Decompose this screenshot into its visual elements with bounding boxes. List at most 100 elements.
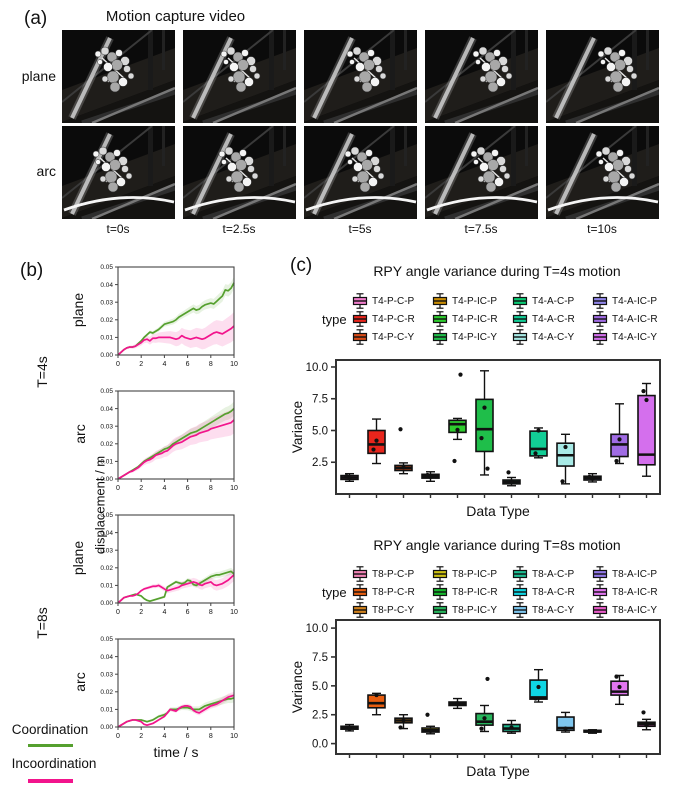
video-frame-arc-2 [304,126,417,219]
svg-text:0.00: 0.00 [100,476,113,483]
video-frame-plane-0 [62,30,175,123]
time-label-1: t=2.5s [222,222,256,236]
legend-entry-label: T8-A-IC-P [612,568,657,580]
group-label-t4s: T=4s [34,356,50,388]
boxplot-glyph-icon [432,602,448,618]
motion-capture-frame-grid [0,0,674,240]
boxplot-glyph-icon [352,311,368,327]
robot-silhouette [595,146,636,193]
box-chart-t4s: 2.5 5.0 7.5 10.0 Variance Data Type [288,352,672,524]
svg-text:8: 8 [209,485,213,492]
box-T8-P-C-Y [394,714,413,730]
legend-entry-T8-A-IC-R: T8-A-IC-R [592,583,672,601]
legend-entry-label: T8-A-C-Y [532,604,575,616]
boxplot-glyph-icon [592,566,608,582]
svg-text:2.5: 2.5 [312,710,328,722]
svg-text:0.05: 0.05 [100,636,113,643]
robot-silhouette [218,146,259,193]
svg-text:0.04: 0.04 [100,406,113,413]
svg-text:0.03: 0.03 [100,299,113,306]
legend-entry-T4-P-C-R: T4-P-C-R [352,310,432,328]
legend-entry-T8-P-IC-P: T8-P-IC-P [432,565,512,583]
boxplot-glyph-icon [352,566,368,582]
box-T8-P-C-R [367,692,386,716]
time-label-2: t=5s [348,222,372,236]
svg-text:4: 4 [162,485,166,492]
robot-silhouette [94,46,135,93]
box-T8-A-IC-P [583,729,602,734]
svg-text:0.00: 0.00 [100,724,113,731]
svg-text:7.5: 7.5 [312,652,328,664]
legend-entry-T4-A-C-Y: T4-A-C-Y [512,328,592,346]
legend-entry-label: T4-P-C-Y [372,331,415,343]
boxplot-glyph-icon [352,584,368,600]
box-T8-P-IC-R [448,697,467,710]
boxplot-glyph-icon [512,311,528,327]
robot-silhouette [346,46,387,93]
subplot-label-plane-2: plane [70,540,86,576]
c-title-t8s: RPY angle variance during T=8s motion [373,537,621,553]
subplot-label-arc-1: arc [72,424,88,444]
svg-text:0.05: 0.05 [100,264,113,271]
boxplot-glyph-icon [432,566,448,582]
legend-entry-label: T8-P-IC-Y [452,604,497,616]
video-frame-arc-4 [546,126,659,219]
box-T8-A-C-R [529,668,548,703]
time-label-3: t=7.5s [464,222,498,236]
legend-entry-T8-P-C-P: T8-P-C-P [352,565,432,583]
legend-entry-label: T8-P-C-Y [372,604,415,616]
svg-text:2: 2 [139,361,143,368]
box-T4-A-IC-R [610,403,629,465]
box-T4-P-IC-P [421,471,440,482]
svg-text:2.5: 2.5 [312,457,328,469]
legend-entry-label: T4-P-IC-Y [452,331,497,343]
boxplot-glyph-icon [592,311,608,327]
line-chart-t4s-plane: 0.00 0.01 0.02 0.03 0.04 0.05 0 2 4 6 8 10 [88,263,238,377]
svg-text:0.01: 0.01 [100,459,113,466]
legend-incoordination-label: Incoordination [11,756,97,771]
legend-incoordination-swatch [28,779,73,783]
svg-text:2: 2 [139,485,143,492]
svg-text:8: 8 [209,733,213,740]
legend-entry-T4-P-C-Y: T4-P-C-Y [352,328,432,346]
boxplot-glyph-icon [512,293,528,309]
legend-entry-label: T4-P-IC-P [452,295,497,307]
b-x-axis-label: time / s [153,744,199,760]
svg-text:5.0: 5.0 [312,425,328,437]
boxplot-glyph-icon [592,602,608,618]
video-frame-plane-1 [183,30,296,123]
b-t8-arc: 0.00 0.01 0.02 0.03 0.04 0.05 0 2 4 6 8 10 [100,636,238,740]
legend-coordination-swatch [28,744,73,747]
box-T4-A-C-Y [556,433,575,485]
boxplot-glyph-icon [592,329,608,345]
svg-text:10: 10 [230,609,238,616]
svg-text:10: 10 [230,361,238,368]
boxplot-glyph-icon [432,311,448,327]
legend-entry-label: T8-A-IC-R [612,586,658,598]
svg-text:0.0: 0.0 [312,739,328,751]
legend-entry-T4-A-IC-Y: T4-A-IC-Y [592,328,672,346]
time-label-0: t=0s [106,222,130,236]
robot-silhouette [597,46,638,93]
legend-entry-T8-P-IC-Y: T8-P-IC-Y [432,601,512,619]
svg-text:0.02: 0.02 [100,565,113,572]
panel-c-label: (c) [290,255,313,276]
line-chart-t8s-plane: 0.00 0.01 0.02 0.03 0.04 0.05 0 2 4 6 8 10 [88,511,238,625]
boxplot-glyph-icon [352,602,368,618]
legend-entry-T8-P-C-Y: T8-P-C-Y [352,601,432,619]
legend-entry-label: T8-A-IC-Y [612,604,657,616]
boxplot-glyph-icon [352,293,368,309]
legend-entry-label: T8-A-C-R [532,586,575,598]
svg-text:0: 0 [116,609,120,616]
legend-entry-T4-A-IC-R: T4-A-IC-R [592,310,672,328]
svg-text:0.04: 0.04 [100,530,113,537]
box-T4-P-C-P [340,472,359,482]
subplot-label-arc-2: arc [72,672,88,692]
svg-text:Variance: Variance [290,401,305,453]
svg-text:0.00: 0.00 [100,352,113,359]
legend-entry-T4-A-C-P: T4-A-C-P [512,292,592,310]
box-T4-A-IC-Y [637,382,656,477]
box-T8-P-C-P [340,723,359,732]
legend-entry-T4-A-IC-P: T4-A-IC-P [592,292,672,310]
box-T8-P-IC-Y [475,676,494,733]
